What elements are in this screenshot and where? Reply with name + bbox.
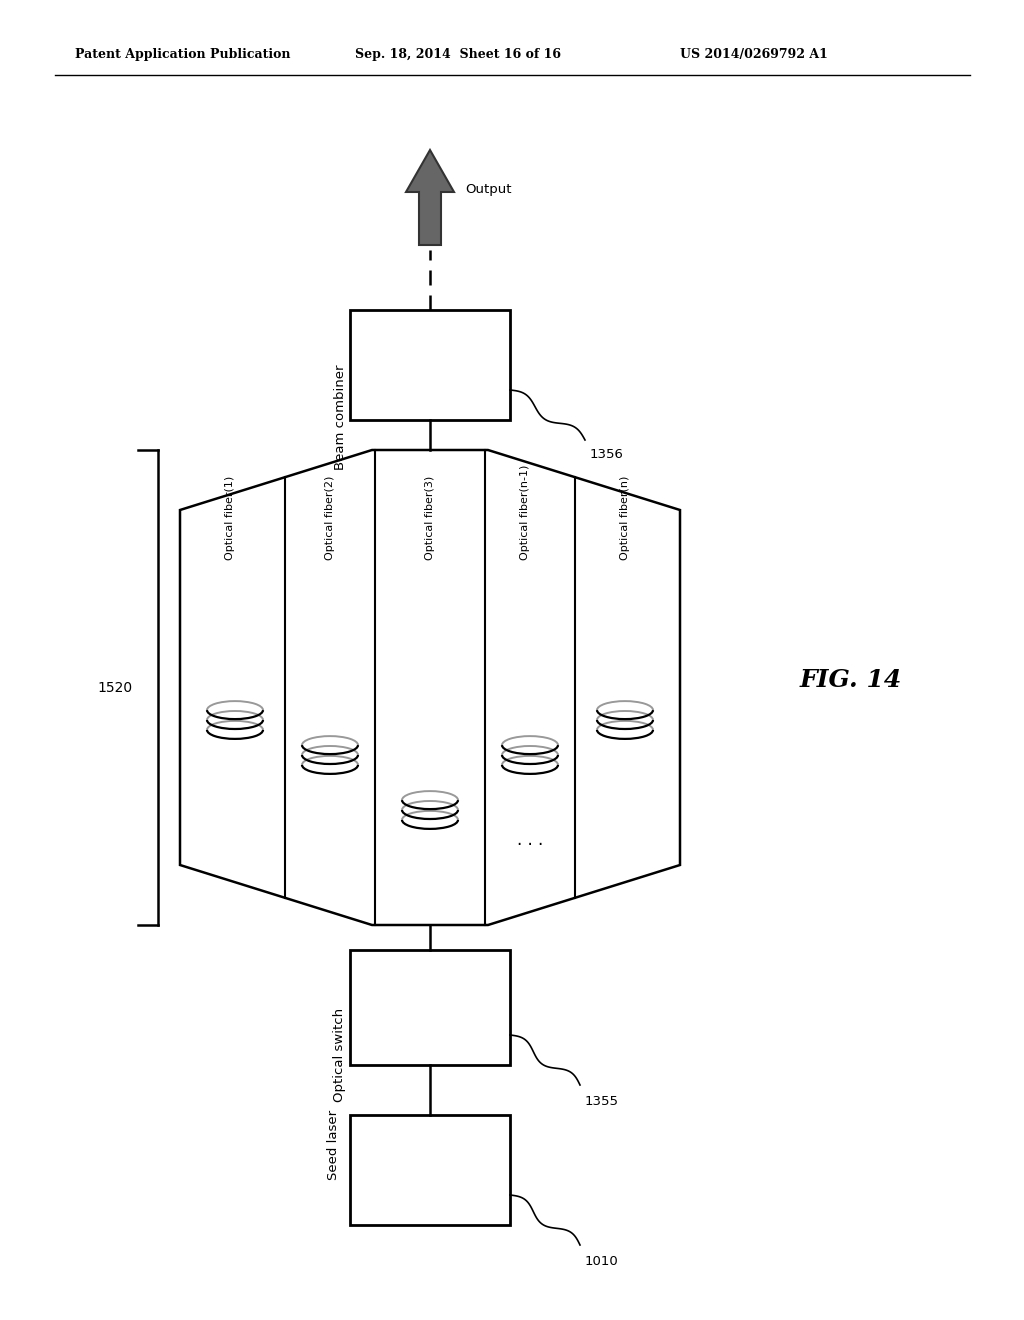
Text: Sep. 18, 2014  Sheet 16 of 16: Sep. 18, 2014 Sheet 16 of 16 [355,48,561,61]
Text: Optical switch: Optical switch [334,1007,346,1102]
Polygon shape [180,450,680,925]
Bar [350,950,510,1065]
Text: Patent Application Publication: Patent Application Publication [75,48,291,61]
Text: FIG. 14: FIG. 14 [800,668,902,692]
Text: Optical fiber(n-1): Optical fiber(n-1) [520,465,530,560]
Text: 1520: 1520 [98,681,133,694]
Text: Optical fiber(n): Optical fiber(n) [620,475,630,560]
Text: . . .: . . . [517,832,543,849]
Text: Optical fiber(3): Optical fiber(3) [425,475,435,560]
Text: Optical fiber(1): Optical fiber(1) [225,475,234,560]
FancyArrow shape [406,150,454,246]
Text: 1355: 1355 [585,1096,618,1107]
Text: Optical fiber(2): Optical fiber(2) [325,475,335,560]
Bar [350,310,510,420]
Text: Output: Output [465,183,512,197]
Text: 1010: 1010 [585,1255,618,1269]
Text: 1356: 1356 [590,447,624,461]
Text: Seed laser: Seed laser [327,1110,340,1180]
Text: Beam combiner: Beam combiner [334,366,346,470]
Text: US 2014/0269792 A1: US 2014/0269792 A1 [680,48,827,61]
Bar [350,1115,510,1225]
